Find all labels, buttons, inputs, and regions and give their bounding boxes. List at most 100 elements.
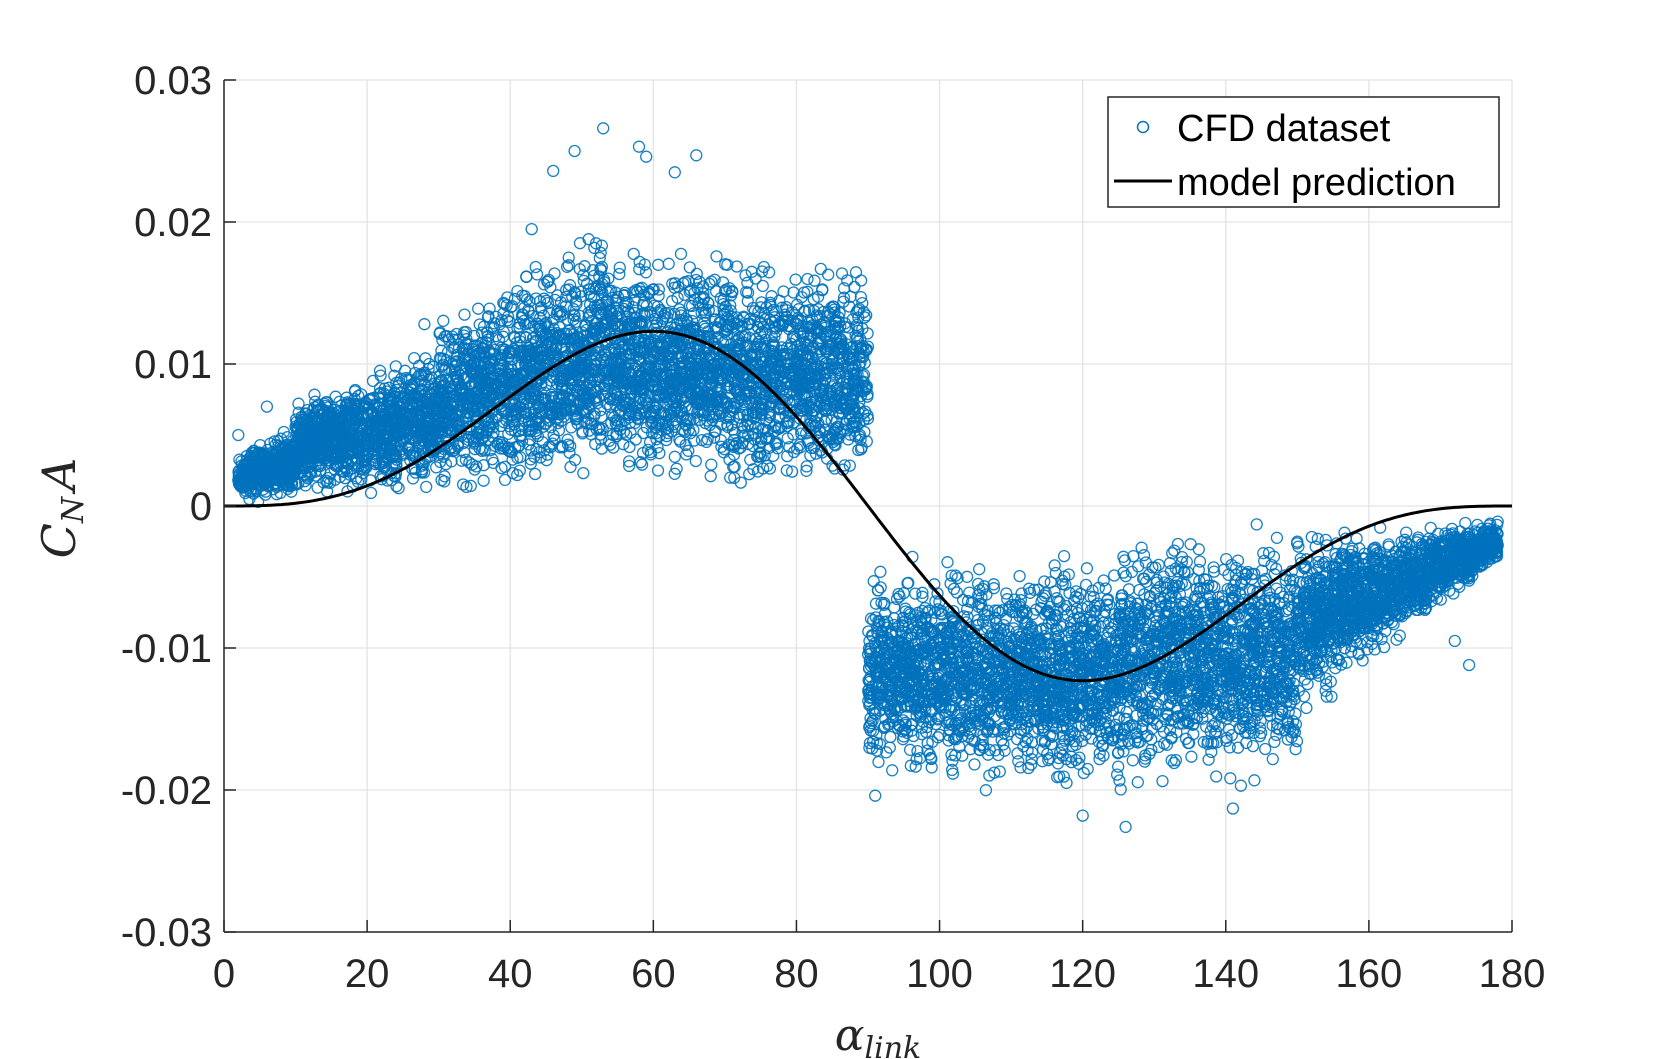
scatter-point-1509	[405, 415, 418, 428]
scatter-point-788	[364, 486, 378, 500]
scatter-point-1443	[322, 471, 335, 485]
scatter-point-1550	[541, 296, 555, 310]
scatter-point-1425	[390, 480, 403, 493]
scatter-point-382	[239, 486, 252, 500]
scatter-point-1496	[312, 420, 325, 433]
scatter-series-cfd-dataset	[232, 122, 1504, 834]
scatter-point-1513	[389, 390, 402, 403]
scatter-point-2101	[518, 301, 531, 314]
scatter-point-1913	[524, 457, 537, 470]
scatter-point-1512	[308, 443, 321, 456]
scatter-point-1619	[477, 474, 490, 487]
scatter-point-2127	[439, 458, 453, 471]
scatter-point-1433	[401, 397, 414, 410]
scatter-point-1471	[358, 399, 371, 412]
scatter-point-1515	[361, 449, 374, 462]
scatter-point-434	[277, 470, 290, 483]
scatter-point-1649	[438, 470, 451, 483]
scatter-point-435	[274, 470, 287, 483]
scatter-point-2073	[564, 439, 577, 453]
scatter-point-1535	[315, 433, 328, 446]
scatter-point-1409	[352, 430, 365, 443]
scatter-point-1498	[330, 423, 343, 437]
scatter-point-1469	[298, 475, 312, 488]
scatter-point-374	[271, 434, 285, 448]
scatter-point-1465	[336, 433, 350, 446]
scatter-point-1109	[408, 366, 422, 380]
scatter-point-1493	[327, 452, 340, 466]
scatter-point-1500	[292, 397, 305, 410]
scatter-point-1489	[385, 415, 399, 429]
scatter-point-1389	[378, 460, 391, 474]
scatter-point-2011	[541, 448, 554, 461]
scatter-point-1212	[390, 457, 403, 471]
scatter-point-992	[366, 374, 380, 388]
scatter-point-1377	[290, 443, 303, 457]
scatter-point-400	[274, 432, 288, 445]
scatter-point-1516	[416, 429, 429, 442]
scatter-point-1066	[409, 466, 422, 479]
scatter-point-1384	[388, 432, 401, 445]
scatter-point-1527	[308, 388, 321, 401]
scatter-point-1370	[311, 481, 324, 494]
scatter-point-1873	[582, 233, 595, 246]
scatter-point-1569	[464, 479, 477, 493]
scatter-point-1050	[292, 477, 305, 490]
scatter-point-1529	[367, 391, 380, 405]
scatter-point-1456	[369, 434, 382, 448]
scatter-point-1121	[375, 473, 388, 486]
scatter-point-1490	[398, 426, 411, 439]
scatter-point-1285	[320, 414, 334, 427]
scatter-point-1526	[311, 450, 324, 463]
scatter-point-1216	[415, 374, 429, 388]
scatter-point-1531	[389, 450, 402, 464]
scatter-point-436	[246, 477, 259, 490]
scatter-point-820	[355, 473, 368, 486]
scatter-point-1336	[420, 480, 433, 494]
scatter-point-1397	[344, 412, 357, 426]
scatter-point-1538	[422, 362, 435, 376]
scatter-point-1375	[382, 381, 396, 394]
scatter-point-1525	[421, 414, 434, 428]
scatter-point-1412	[389, 360, 402, 373]
scatter-point-1536	[321, 444, 334, 457]
scatter-point-721	[406, 472, 420, 485]
scatter-point-1215	[373, 364, 387, 377]
scatter-point-1407	[416, 459, 429, 472]
scatter-point-1505	[290, 457, 304, 470]
scatter-point-425	[259, 485, 272, 498]
scatter-point-1435	[381, 452, 394, 465]
scatter-point-734	[290, 478, 303, 491]
scatter-point-1448	[296, 452, 310, 465]
scatter-point-419	[276, 456, 290, 470]
scatter-point-1244	[352, 406, 365, 420]
scatter-point-1534	[329, 435, 343, 449]
scatter-point-439	[251, 495, 265, 509]
scatter-point-1497	[383, 389, 396, 402]
scatter-point-1385	[366, 405, 379, 418]
scatter-point-1532	[309, 469, 323, 482]
scatter-point-1530	[289, 449, 303, 462]
scatter-point-1494	[342, 457, 355, 471]
scatter-point-417	[248, 446, 261, 460]
scatter-point-1406	[395, 372, 408, 385]
scatter-point-1518	[369, 418, 382, 431]
scatter-point-1401	[321, 401, 334, 414]
scatter-point-1483	[314, 447, 327, 461]
scatter-point-1296	[389, 467, 403, 480]
scatter-point-1441	[345, 453, 358, 467]
scatter-point-1522	[399, 417, 413, 430]
scatter-point-557	[392, 482, 405, 495]
scatter-point-1537	[326, 412, 339, 425]
scatter-point-1478	[306, 421, 319, 434]
scatter-point-431	[256, 483, 270, 496]
scatter-point-1863	[540, 454, 553, 467]
scatter-point-1491	[346, 404, 359, 417]
scatter-point-1197	[386, 451, 399, 464]
scatter-point-1459	[390, 435, 403, 448]
scatter-point-2085	[548, 267, 561, 280]
scatter-point-1511	[291, 451, 304, 465]
scatter-point-2095	[562, 251, 575, 264]
scatter-point-143	[277, 425, 290, 439]
